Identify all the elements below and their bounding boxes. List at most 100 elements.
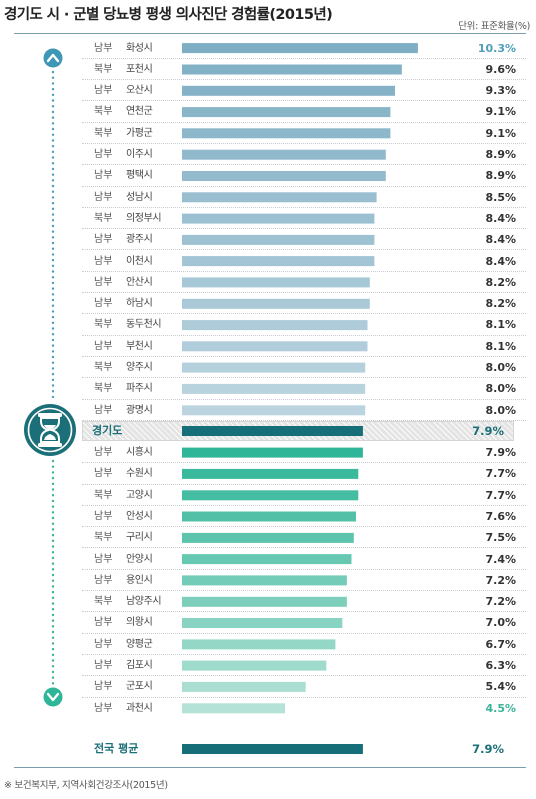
value-label: 6.3%	[485, 659, 516, 672]
bar-national-average	[182, 744, 363, 754]
bar-upper-5	[182, 149, 386, 160]
bar-upper-11	[182, 277, 370, 288]
value-label: 8.0%	[485, 361, 516, 374]
city-label: 시흥시	[126, 447, 153, 458]
top-rule	[14, 33, 526, 34]
table-row: 남부 광명시 8.0%	[82, 400, 526, 421]
table-row: 남부 양평군 6.7%	[82, 634, 526, 655]
bar-lower-3	[182, 511, 356, 522]
region-label: 남부	[94, 660, 113, 671]
city-label: 군포시	[126, 681, 153, 693]
table-row: 남부 김포시 6.3%	[82, 655, 526, 677]
table-row: 남부 시흥시 7.9%	[82, 442, 526, 464]
table-row: 남부 평택시 8.9%	[82, 165, 526, 187]
region-label: 남부	[94, 617, 113, 629]
value-label: 10.3%	[477, 41, 516, 55]
region-label: 남부	[94, 510, 113, 522]
bar-lower-10	[182, 660, 327, 671]
table-row: 남부 안산시 8.2%	[82, 272, 526, 294]
hourglass-icon	[24, 404, 76, 456]
table-row: 북부 동두천시 8.1%	[82, 314, 526, 336]
region-label: 북부	[94, 596, 113, 608]
city-label: 김포시	[126, 660, 153, 671]
bar-lower-11	[182, 681, 306, 692]
table-row: 남부 부천시 8.1%	[82, 336, 526, 357]
city-label: 동두천시	[126, 319, 162, 331]
city-label: 수원시	[126, 468, 153, 480]
value-label: 8.4%	[485, 254, 516, 268]
bar-lower-12	[182, 703, 285, 714]
value-label: 4.5%	[485, 701, 516, 715]
bar-upper-3	[182, 107, 391, 118]
region-label: 남부	[94, 276, 113, 288]
table-row: 남부 안성시 7.6%	[82, 506, 526, 528]
bar-upper-16	[182, 383, 366, 394]
bar-upper-1	[182, 64, 402, 75]
bar-lower-8	[182, 618, 343, 628]
region-label: 남부	[94, 574, 113, 586]
city-label: 광주시	[126, 234, 153, 246]
region-label: 남부	[94, 234, 113, 246]
region-label: 남부	[94, 468, 113, 480]
value-label: 7.6%	[485, 509, 516, 523]
value-label: 7.2%	[485, 595, 516, 609]
city-label: 의왕시	[126, 617, 153, 629]
value-label: 9.6%	[485, 62, 516, 76]
bar-upper-12	[182, 298, 370, 309]
region-label: 남부	[94, 85, 113, 97]
bar-upper-6	[182, 171, 386, 181]
table-row: 남부 의왕시 7.0%	[82, 612, 526, 634]
region-label: 북부	[94, 127, 113, 139]
city-label: 하남시	[126, 298, 153, 310]
bar-upper-9	[182, 234, 375, 245]
region-label: 남부	[94, 681, 113, 693]
table-row: 북부 구리시 7.5%	[82, 527, 526, 549]
table-row: 북부 의정부시 8.4%	[82, 208, 526, 230]
table-row: 남부 과천시 4.5%	[82, 698, 526, 719]
chart-title: 경기도 시 · 군별 당뇨병 평생 의사진단 경험률(2015년)	[4, 7, 333, 23]
region-label: 북부	[94, 212, 113, 224]
bar-lower-5	[182, 554, 352, 565]
region-label: 남부	[94, 255, 113, 267]
value-label: 7.0%	[485, 616, 516, 630]
city-label: 용인시	[126, 574, 153, 586]
table-row: 남부 용인시 7.2%	[82, 570, 526, 592]
city-label: 구리시	[126, 532, 153, 544]
region-label: 북부	[94, 489, 113, 501]
gyeonggi-label: 경기도	[92, 424, 123, 437]
region-label: 북부	[94, 106, 113, 118]
city-label: 성남시	[126, 191, 153, 203]
city-label: 연천군	[126, 106, 153, 118]
table-row: 북부 양주시 8.0%	[82, 357, 526, 379]
table-row: 북부 고양시 7.7%	[82, 485, 526, 506]
region-label: 북부	[94, 362, 113, 373]
bar-lower-7	[182, 596, 347, 607]
value-label: 8.0%	[485, 403, 516, 417]
value-label: 8.5%	[485, 190, 516, 204]
value-label: 9.1%	[485, 126, 516, 140]
source-note: ※ 보건복지부, 지역사회건강조사(2015년)	[4, 780, 168, 791]
bar-upper-17	[182, 405, 366, 416]
value-label: 8.4%	[485, 233, 516, 247]
city-label: 광명시	[126, 404, 153, 416]
table-row: 북부 남양주시 7.2%	[82, 591, 526, 613]
city-label: 남양주시	[126, 596, 162, 608]
bar-lower-2	[182, 490, 359, 501]
bar-upper-0	[182, 43, 418, 54]
city-label: 안양시	[126, 553, 153, 565]
city-label: 안산시	[126, 276, 153, 288]
region-label: 남부	[94, 447, 113, 458]
value-label: 8.9%	[485, 148, 516, 161]
value-label: 7.7%	[485, 467, 516, 481]
city-label: 부천시	[126, 340, 153, 352]
arrow-up-icon	[43, 48, 63, 68]
table-row: 남부 수원시 7.7%	[82, 463, 526, 485]
city-label: 평택시	[126, 170, 153, 182]
value-label: 7.7%	[485, 488, 516, 502]
city-label: 과천시	[126, 702, 153, 714]
value-label: 9.3%	[485, 84, 516, 98]
table-row: 북부 포천시 9.6%	[82, 59, 526, 81]
table-row: 남부 성남시 8.5%	[82, 187, 526, 208]
gyeonggi-value-label: 7.9%	[472, 424, 504, 438]
